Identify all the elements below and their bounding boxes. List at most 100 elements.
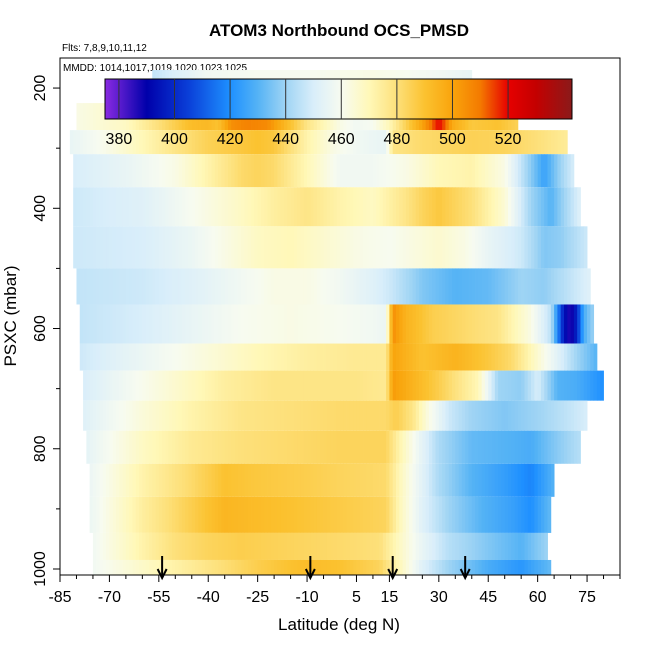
heatmap-cell bbox=[428, 370, 433, 401]
heatmap-cell bbox=[145, 154, 150, 188]
heatmap-cell bbox=[116, 130, 120, 155]
heatmap-cell bbox=[244, 154, 249, 188]
heatmap-cell bbox=[382, 130, 387, 155]
heatmap-cell bbox=[310, 430, 315, 464]
heatmap-cell bbox=[504, 559, 509, 575]
heatmap-cell bbox=[405, 370, 410, 401]
heatmap-cell bbox=[544, 268, 548, 305]
heatmap-cell bbox=[445, 430, 450, 464]
heatmap-cell bbox=[326, 559, 331, 575]
heatmap-cell bbox=[425, 304, 430, 344]
heatmap-cell bbox=[241, 187, 245, 227]
heatmap-cell bbox=[471, 532, 476, 560]
heatmap-cell bbox=[504, 130, 509, 155]
heatmap-cell bbox=[491, 463, 496, 497]
heatmap-cell bbox=[356, 187, 361, 227]
heatmap-cell bbox=[438, 463, 443, 497]
heatmap-cell bbox=[201, 226, 206, 269]
heatmap-cell bbox=[280, 496, 285, 533]
heatmap-cell bbox=[547, 370, 552, 401]
heatmap-cell bbox=[481, 496, 486, 533]
heatmap-cell bbox=[501, 370, 506, 401]
heatmap-cell bbox=[524, 268, 529, 305]
heatmap-cell bbox=[172, 130, 176, 155]
heatmap-cell bbox=[471, 130, 476, 155]
heatmap-cell bbox=[211, 226, 216, 269]
heatmap-cell bbox=[231, 268, 235, 305]
heatmap-cell bbox=[336, 154, 341, 188]
heatmap-cell bbox=[326, 343, 331, 371]
heatmap-cell bbox=[458, 496, 463, 533]
heatmap-cell bbox=[501, 463, 506, 497]
heatmap-cell bbox=[415, 343, 420, 371]
heatmap-cell bbox=[188, 154, 193, 188]
heatmap-cell bbox=[540, 370, 545, 401]
heatmap-cell bbox=[168, 154, 173, 188]
heatmap-cell bbox=[333, 226, 338, 269]
heatmap-cell bbox=[139, 430, 143, 464]
heatmap-cell bbox=[267, 496, 272, 533]
heatmap-cell bbox=[119, 532, 123, 560]
heatmap-cell bbox=[412, 430, 417, 464]
heatmap-cell bbox=[106, 559, 110, 575]
heatmap-cell bbox=[498, 532, 502, 560]
heatmap-cell bbox=[340, 130, 344, 155]
heatmap-cell bbox=[274, 400, 278, 431]
heatmap-cell bbox=[435, 496, 440, 533]
heatmap-cell bbox=[475, 226, 479, 269]
heatmap-cell bbox=[531, 268, 535, 305]
colorbar-tick-label: 520 bbox=[495, 131, 522, 148]
heatmap-cell bbox=[560, 400, 565, 431]
heatmap-band bbox=[92, 559, 552, 575]
heatmap-cell bbox=[267, 430, 272, 464]
heatmap-cell bbox=[142, 268, 147, 305]
heatmap-cell bbox=[425, 343, 430, 371]
heatmap-cell bbox=[372, 187, 377, 227]
heatmap-cell bbox=[356, 343, 361, 371]
heatmap-cell bbox=[501, 226, 506, 269]
heatmap-cell bbox=[125, 187, 130, 227]
heatmap-cell bbox=[534, 304, 539, 344]
heatmap-cell bbox=[336, 187, 341, 227]
x-tick-label: -40 bbox=[197, 589, 220, 606]
heatmap-cell bbox=[284, 187, 288, 227]
heatmap-cell bbox=[475, 559, 479, 575]
y-tick-label: 600 bbox=[32, 315, 49, 342]
heatmap-cell bbox=[511, 463, 515, 497]
heatmap-cell bbox=[438, 343, 443, 371]
heatmap-cell bbox=[96, 343, 100, 371]
heatmap-cell bbox=[139, 187, 143, 227]
heatmap-cell bbox=[349, 268, 354, 305]
heatmap-cell bbox=[379, 559, 384, 575]
heatmap-cell bbox=[267, 304, 272, 344]
heatmap-cell bbox=[415, 430, 420, 464]
heatmap-cell bbox=[405, 532, 410, 560]
heatmap-cell bbox=[125, 430, 130, 464]
heatmap-cell bbox=[158, 187, 163, 227]
heatmap-cell bbox=[491, 559, 496, 575]
heatmap-cell bbox=[481, 187, 486, 227]
x-axis-label: Latitude (deg N) bbox=[278, 615, 400, 634]
heatmap-cell bbox=[340, 559, 344, 575]
heatmap-cell bbox=[458, 343, 463, 371]
heatmap-cell bbox=[564, 154, 568, 188]
heatmap-cell bbox=[165, 532, 170, 560]
heatmap-cell bbox=[514, 187, 519, 227]
heatmap-cell bbox=[162, 226, 166, 269]
heatmap-cell bbox=[270, 496, 275, 533]
heatmap-cell bbox=[550, 226, 555, 269]
heatmap-cell bbox=[376, 400, 380, 431]
heatmap-cell bbox=[343, 304, 347, 344]
heatmap-cell bbox=[461, 400, 466, 431]
heatmap-cell bbox=[428, 463, 433, 497]
heatmap-cell bbox=[580, 304, 585, 344]
heatmap-cell bbox=[514, 154, 519, 188]
heatmap-cell bbox=[323, 370, 328, 401]
heatmap-cell bbox=[204, 304, 209, 344]
heatmap-cell bbox=[442, 154, 446, 188]
heatmap-cell bbox=[412, 226, 417, 269]
heatmap-cell bbox=[554, 400, 558, 431]
heatmap-cell bbox=[89, 343, 94, 371]
heatmap-cell bbox=[99, 370, 104, 401]
heatmap-cell bbox=[465, 559, 469, 575]
